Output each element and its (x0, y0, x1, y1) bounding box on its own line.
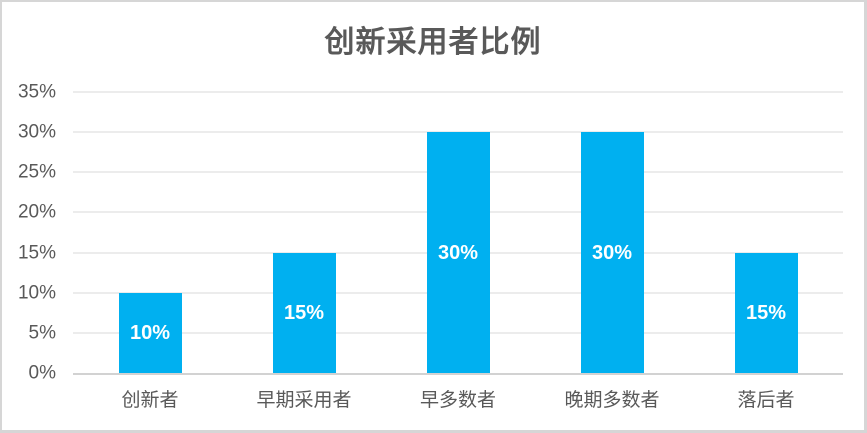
bar-slot: 30% (535, 92, 689, 373)
gridline (73, 91, 843, 93)
bar-series: 10% 15% 30% 30% 15% (73, 92, 843, 373)
data-label: 15% (745, 301, 787, 324)
bar-slot: 15% (227, 92, 381, 373)
data-label: 10% (129, 321, 171, 344)
bar-slot: 10% (73, 92, 227, 373)
x-axis-line (73, 373, 843, 375)
y-tick-label: 25% (17, 161, 56, 183)
bar-创新者: 10% (118, 292, 182, 373)
bar-slot: 15% (689, 92, 843, 373)
x-category-label: 早多数者 (419, 390, 496, 411)
y-axis: 0% 5% 10% 15% 20% 25% 30% 35% (2, 83, 56, 383)
chart-title: 创新采用者比例 (324, 26, 542, 59)
y-tick-label: 15% (17, 242, 56, 264)
bar-早期采用者: 15% (272, 252, 336, 373)
y-tick-label: 35% (17, 81, 56, 103)
y-tick-label: 20% (17, 201, 56, 223)
x-category-label: 晚期多数者 (564, 390, 660, 411)
x-category-label: 创新者 (121, 390, 179, 411)
bar-slot: 30% (381, 92, 535, 373)
plot-area: 10% 15% 30% 30% 15% (73, 91, 843, 375)
y-tick-label: 10% (17, 282, 56, 304)
y-tick-label: 5% (28, 322, 56, 344)
bar-早多数者: 30% (426, 132, 490, 373)
data-label: 15% (283, 301, 325, 324)
y-tick-label: 30% (17, 121, 56, 143)
x-category-label: 落后者 (737, 390, 795, 411)
y-tick-label: 0% (28, 362, 56, 384)
bar-落后者: 15% (734, 252, 798, 373)
data-label: 30% (437, 241, 479, 264)
data-label: 30% (591, 241, 633, 264)
x-axis: 创新者 早期采用者 早多数者 晚期多数者 落后者 (73, 385, 843, 412)
x-category-label: 早期采用者 (256, 390, 352, 411)
bar-晚期多数者: 30% (580, 132, 644, 373)
